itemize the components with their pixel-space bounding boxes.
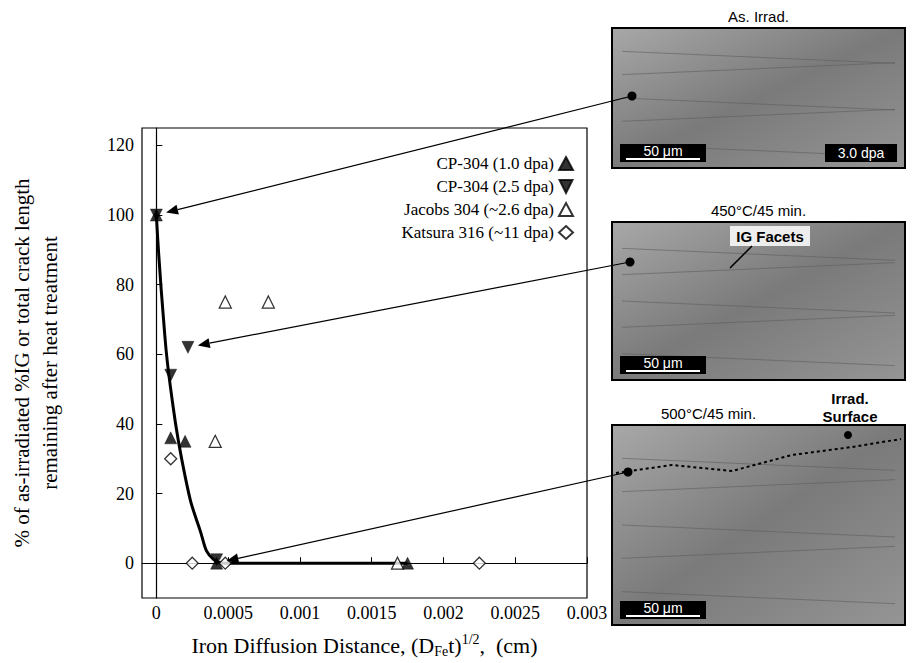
svg-text:3.0 dpa: 3.0 dpa [838,145,885,161]
svg-text:remaining after heat treatment: remaining after heat treatment [38,236,62,490]
svg-text:% of as-irradiated %IG or tota: % of as-irradiated %IG or total crack le… [10,178,34,548]
svg-text:0: 0 [152,603,161,623]
svg-text:120: 120 [107,135,134,155]
svg-text:0.0005: 0.0005 [203,603,253,623]
svg-text:0.001: 0.001 [280,603,321,623]
svg-text:50 μm: 50 μm [643,355,682,371]
svg-text:50 μm: 50 μm [643,600,682,616]
svg-text:IG Facets: IG Facets [736,228,804,245]
svg-text:0: 0 [125,553,134,573]
svg-text:CP-304 (1.0 dpa): CP-304 (1.0 dpa) [436,154,554,173]
svg-text:80: 80 [116,275,134,295]
svg-text:Iron Diffusion Distance, (D: Iron Diffusion Distance, (D [191,633,434,658]
svg-text:450°C/45 min.: 450°C/45 min. [711,202,806,219]
svg-text:20: 20 [116,484,134,504]
svg-text:1/2: 1/2 [462,632,480,647]
svg-text:Surface: Surface [822,408,877,425]
svg-text:0.003: 0.003 [567,603,608,623]
svg-text:Fe: Fe [434,644,448,659]
svg-text:60: 60 [116,344,134,364]
svg-text:50 μm: 50 μm [643,143,682,159]
svg-text:Katsura 316 (~11 dpa): Katsura 316 (~11 dpa) [401,223,554,242]
svg-text:0.002: 0.002 [423,603,464,623]
svg-text:Jacobs 304 (~2.6 dpa): Jacobs 304 (~2.6 dpa) [404,200,554,219]
svg-text:As. Irrad.: As. Irrad. [728,8,789,25]
svg-text:, (cm): , (cm) [480,633,538,658]
svg-text:500°C/45 min.: 500°C/45 min. [661,405,756,422]
svg-text:t): t) [448,633,461,658]
svg-text:0.0015: 0.0015 [347,603,397,623]
svg-text:CP-304 (2.5 dpa): CP-304 (2.5 dpa) [436,177,554,196]
svg-text:40: 40 [116,414,134,434]
svg-text:Irrad.: Irrad. [831,390,869,407]
svg-text:0.0025: 0.0025 [490,603,540,623]
svg-text:100: 100 [107,205,134,225]
